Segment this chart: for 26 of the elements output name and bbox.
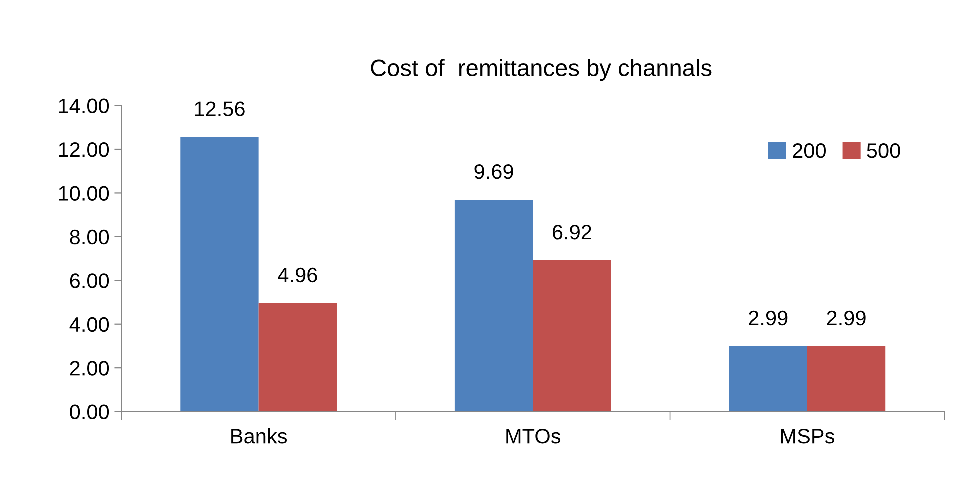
data-label: 9.69: [474, 164, 514, 180]
y-tick-label: 6.00: [70, 274, 110, 288]
bar: [807, 346, 886, 412]
chart-title: Cost of remittances by channals: [371, 59, 712, 82]
x-tick-label: MSPs: [781, 429, 834, 444]
x-tick-label: Banks: [232, 428, 288, 444]
y-tick-label: 2.00: [70, 361, 110, 376]
data-label: 12.56: [195, 102, 245, 116]
y-tick-label: 14.00: [59, 98, 110, 114]
bar: [258, 303, 337, 412]
data-label: 6.92: [553, 225, 592, 240]
y-tick-label: 0.00: [70, 404, 110, 420]
bar: [533, 260, 612, 412]
x-tick-label: MTOs: [506, 429, 561, 444]
y-tick-label: 12.00: [59, 142, 110, 158]
y-tick-label: 8.00: [70, 230, 110, 245]
y-tick-label: 10.00: [59, 186, 110, 201]
bar: [729, 346, 808, 412]
y-tick-label: 4.00: [70, 317, 110, 332]
bar: [454, 200, 534, 412]
bar: [180, 137, 259, 412]
legend-label: 200: [793, 144, 826, 158]
data-label: 2.99: [827, 310, 866, 326]
legend-label: 500: [867, 144, 900, 158]
data-label: 2.99: [749, 310, 788, 326]
data-label: 4.96: [278, 268, 318, 283]
